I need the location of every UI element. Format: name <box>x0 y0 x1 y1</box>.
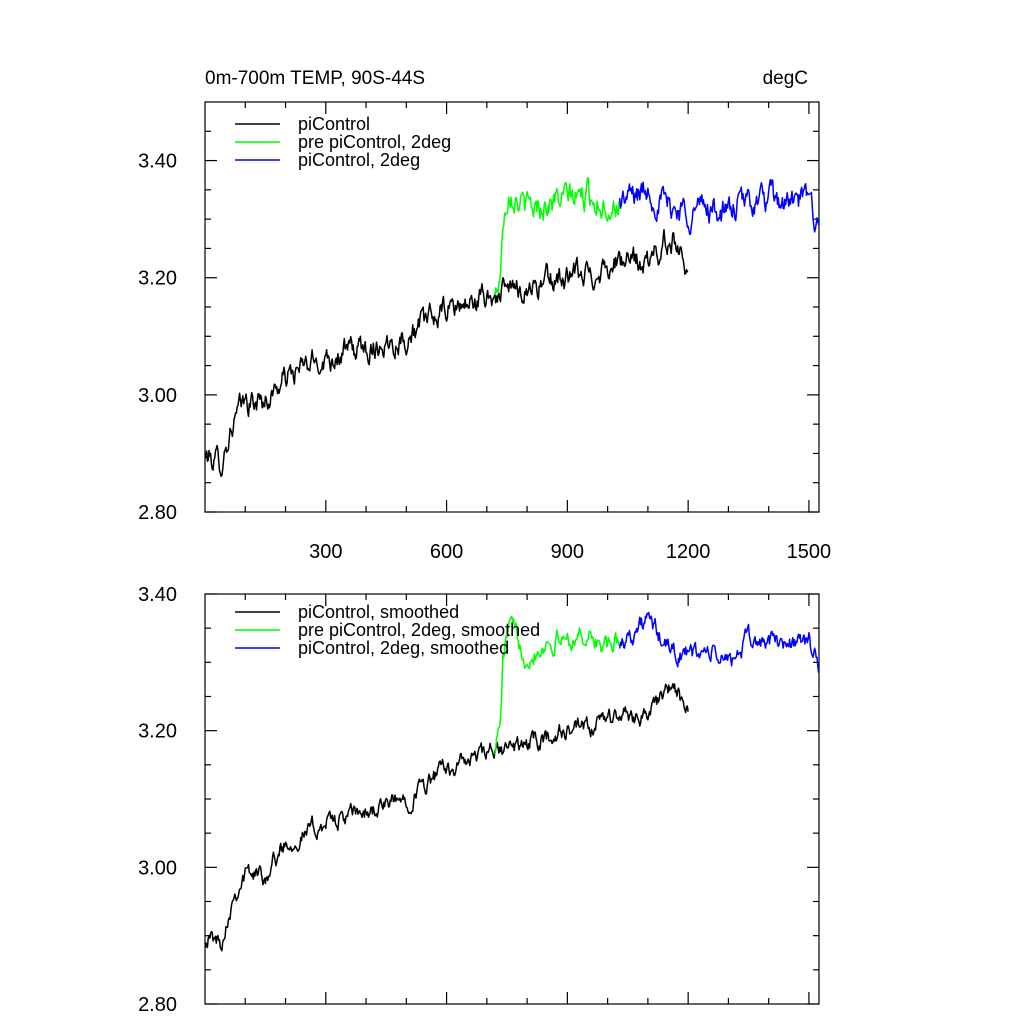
series-line-2 <box>494 176 621 296</box>
legend-label: pre piControl, 2deg <box>298 132 451 152</box>
series-line-3 <box>618 611 820 673</box>
axis-ticks <box>205 102 819 513</box>
series-line-1 <box>204 683 689 952</box>
series-line-3 <box>618 179 820 236</box>
x-tick-label: 900 <box>551 541 584 563</box>
legend-label: piControl, 2deg, smoothed <box>298 638 509 658</box>
legend-label: pre piControl, 2deg, smoothed <box>298 620 540 640</box>
chart-title: 0m-700m TEMP, 90S-44S <box>205 68 425 89</box>
x-tick-label: 300 <box>309 541 342 563</box>
y-tick-label: 3.20 <box>138 268 177 290</box>
y-tick-label: 3.00 <box>138 385 177 407</box>
legend-label: piControl, smoothed <box>298 602 459 622</box>
series-line-2 <box>494 615 621 755</box>
y-tick-label: 3.40 <box>138 584 177 606</box>
legend-label: piControl <box>298 114 370 134</box>
legend-label: piControl, 2deg <box>298 150 420 170</box>
x-tick-label: 1200 <box>666 541 711 563</box>
axis-ticks <box>205 593 819 1005</box>
y-tick-label: 3.00 <box>138 857 177 879</box>
top-panel: 0m-700m TEMP, 90S-44S degC 300 600 900 1200… <box>138 68 831 563</box>
y-tick-label: 3.20 <box>138 721 177 743</box>
bottom-panel: 2.80 3.00 3.20 3.40 piControl, smoothedpre … <box>138 584 820 1016</box>
axis-tick-labels: 2.80 3.00 3.20 3.40 <box>138 584 177 1016</box>
series-lines <box>204 611 820 952</box>
series-lines <box>204 176 820 478</box>
y-tick-label: 3.40 <box>138 151 177 173</box>
series-line-1 <box>204 228 689 478</box>
units-label: degC <box>763 68 808 89</box>
x-tick-label: 600 <box>430 541 463 563</box>
y-tick-label: 2.80 <box>138 502 177 524</box>
axis-tick-labels: 300 600 900 1200 1500 2.80 3.00 3.20 3.40 <box>138 151 831 563</box>
y-tick-label: 2.80 <box>138 994 177 1016</box>
x-tick-label: 1500 <box>787 541 832 563</box>
